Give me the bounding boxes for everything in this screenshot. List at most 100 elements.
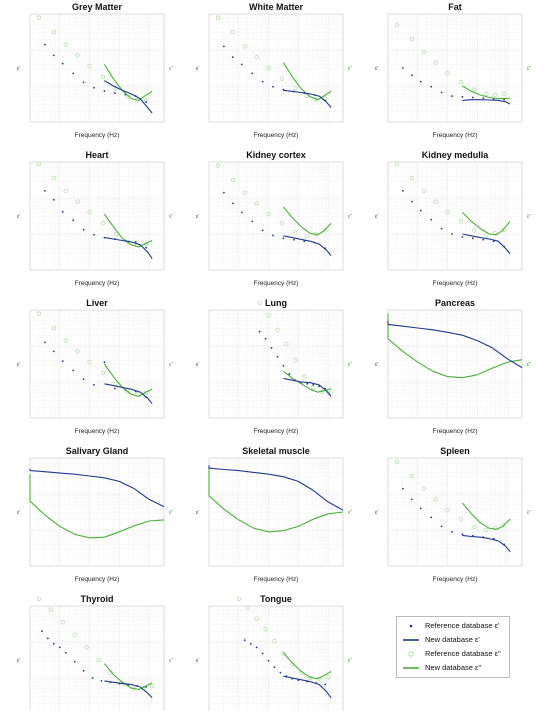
reference-e1-point	[82, 669, 85, 672]
reference-e2-point	[126, 389, 131, 395]
reference-e2-point	[87, 64, 92, 69]
panel-title: Pancreas	[435, 298, 475, 308]
reference-e1-point	[251, 72, 254, 75]
reference-e1-point	[276, 355, 279, 358]
y-axis-label-left: ε'	[375, 214, 378, 220]
reference-e1-point	[61, 62, 64, 65]
legend-label-new-e1: New database ε'	[425, 635, 480, 644]
reference-e1-point	[272, 85, 274, 88]
reference-e2-point	[433, 199, 438, 204]
reference-e2-point	[100, 221, 106, 226]
panel-title: Skeletal muscle	[242, 446, 310, 456]
reference-e1-point	[282, 237, 285, 240]
reference-e1-point	[440, 91, 443, 94]
reference-e1-point	[430, 516, 433, 519]
reference-e2-point	[263, 627, 268, 632]
legend-item-ref-e2: Reference database ε''	[401, 648, 509, 660]
reference-e1-point	[282, 364, 285, 367]
reference-e1-point	[52, 642, 55, 645]
reference-e2-point	[254, 616, 259, 621]
plot-area	[387, 309, 523, 419]
reference-e2-point	[236, 596, 241, 601]
reference-e2-point	[502, 522, 507, 527]
reference-e1-point	[43, 43, 46, 46]
x-axis-label: Frequency (Hz)	[433, 132, 478, 139]
x-axis-label: Frequency (Hz)	[433, 576, 478, 583]
y-axis-label-left: ε'	[196, 658, 199, 664]
reference-e2-point	[502, 91, 507, 97]
plot-area	[29, 161, 165, 271]
reference-e2-point	[36, 311, 42, 316]
y-axis-label-right: ε''	[348, 214, 352, 220]
panel-pancreas: Pancreas Frequency (Hz) ε' ε''	[375, 298, 531, 435]
x-axis-label: Frequency (Hz)	[75, 428, 120, 435]
reference-e2-point	[433, 497, 438, 502]
new-e1-line	[283, 675, 332, 699]
reference-e2-point	[75, 349, 80, 354]
new-e2-line	[282, 652, 332, 680]
reference-e1-point	[93, 86, 95, 89]
reference-e2-point	[409, 473, 414, 479]
reference-e1-point	[419, 80, 422, 83]
reference-e2-point	[293, 85, 298, 90]
reference-e1-point	[482, 97, 485, 100]
x-axis-label: Frequency (Hz)	[254, 428, 299, 435]
reference-e2-point	[230, 177, 235, 183]
new-e1-line	[208, 465, 344, 511]
reference-e1-point	[419, 507, 422, 510]
new-e1-line	[283, 89, 332, 108]
y-axis-label-right: ε''	[348, 362, 352, 368]
panel-heart: Heart Frequency (Hz) ε' ε''	[17, 150, 173, 287]
reference-e1-point	[52, 54, 55, 57]
reference-e1-point	[451, 95, 453, 97]
reference-e1-point	[240, 63, 243, 66]
reference-e2-point	[484, 91, 489, 97]
reference-e1-point	[440, 227, 443, 230]
reference-e2-point	[281, 651, 286, 656]
new-e1-line	[462, 233, 511, 255]
legend: Reference database ε' New database ε' Re…	[396, 616, 510, 678]
reference-e1-point	[231, 56, 234, 59]
reference-e2-point	[326, 675, 331, 680]
plot-area	[29, 309, 165, 419]
panel-title: Salivary Gland	[66, 446, 129, 456]
legend-line-marker-icon	[403, 639, 419, 641]
reference-e2-point	[72, 632, 77, 637]
new-e2-line	[461, 502, 511, 530]
reference-e2-point	[87, 210, 92, 215]
reference-e2-point	[63, 42, 68, 47]
new-e2-line	[282, 62, 332, 101]
reference-e1-point	[91, 677, 94, 679]
reference-e2-point	[445, 71, 450, 76]
legend-item-ref-e1: Reference database ε'	[401, 620, 509, 632]
panel-spleen: Spleen Frequency (Hz) ε' ε''	[375, 446, 531, 583]
reference-e1-point	[430, 218, 433, 221]
panel-title: Kidney cortex	[246, 150, 306, 160]
reference-e1-point	[93, 383, 95, 386]
y-axis-label-right: ε''	[169, 214, 173, 220]
reference-e2-point	[293, 230, 298, 235]
plot-area	[208, 161, 344, 271]
y-axis-label-right: ε''	[348, 658, 352, 664]
legend-green-line-marker-icon	[403, 667, 419, 669]
legend-item-new-e1: New database ε'	[401, 634, 509, 646]
reference-e2-point	[433, 60, 438, 65]
plot-area	[29, 457, 165, 567]
reference-e1-point	[240, 211, 243, 214]
reference-e1-point	[113, 387, 116, 390]
panel-skeletal-muscle: Skeletal muscle Frequency (Hz) ε' ε''	[196, 446, 352, 583]
reference-e1-point	[249, 642, 252, 645]
reference-e1-point	[401, 487, 404, 490]
reference-e2-point	[305, 233, 310, 238]
reference-e1-point	[73, 660, 76, 663]
reference-e1-point	[222, 45, 225, 48]
reference-e2-point	[421, 486, 426, 491]
plot-area	[29, 605, 165, 711]
reference-e1-point	[401, 67, 404, 69]
panel-title: Lung	[265, 298, 287, 308]
reference-e1-point	[93, 233, 95, 236]
y-axis-label-left: ε'	[17, 214, 20, 220]
reference-e2-point	[215, 15, 221, 20]
panel-title: Spleen	[440, 446, 470, 456]
reference-e1-point	[82, 378, 85, 381]
